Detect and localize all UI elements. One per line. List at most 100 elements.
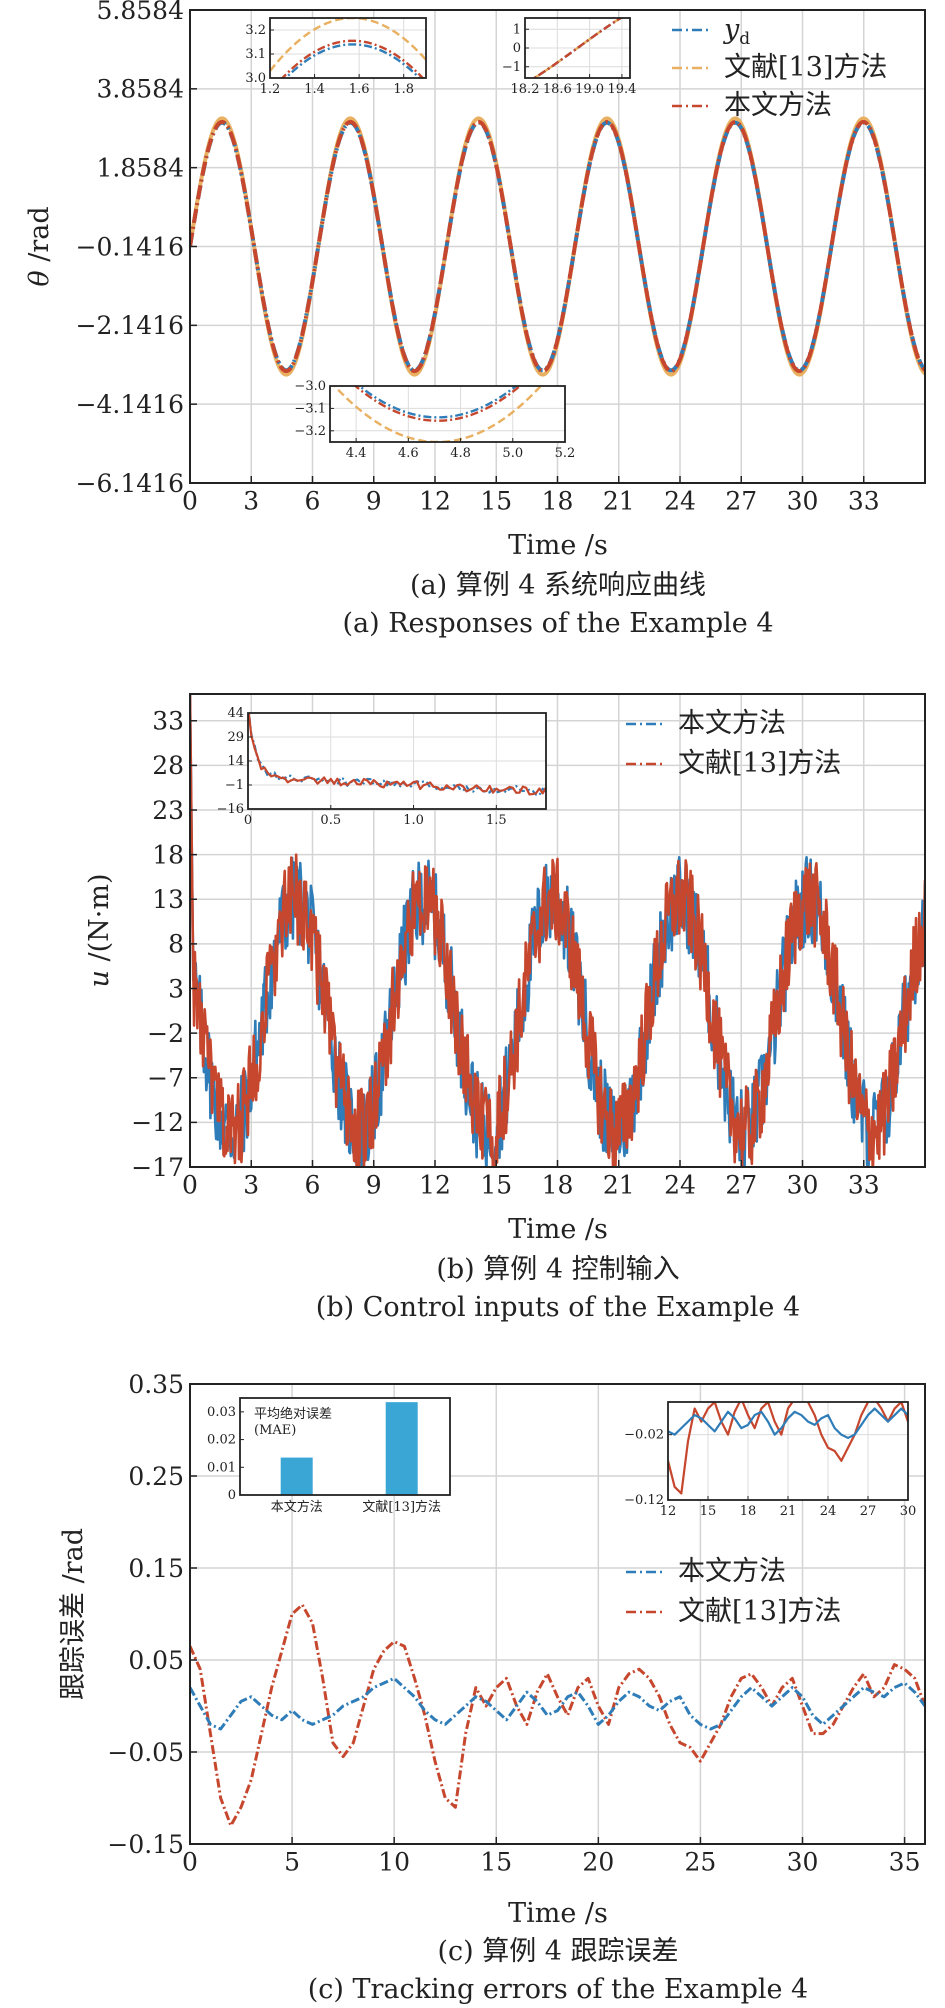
panel-a-ytick-label: −0.1416 bbox=[76, 232, 184, 261]
panel-c-line-inset-xtick-label: 24 bbox=[820, 1504, 837, 1519]
panel-c-bar-ytick-label: 0 bbox=[228, 1488, 236, 1503]
panel-a-inset-2-frame bbox=[329, 385, 566, 443]
panel-a-legend-label: 本文方法 bbox=[724, 90, 832, 121]
panel-b-inset-xtick-label: 0 bbox=[244, 813, 252, 828]
panel-a-inset-2-xtick-label: 5.0 bbox=[502, 446, 523, 461]
panel-c-bar-inset-frame bbox=[239, 1397, 451, 1496]
panel-c-line-inset-xtick-label: 21 bbox=[780, 1504, 797, 1519]
panel-b-inset-ytick-label: 29 bbox=[227, 730, 244, 745]
panel-c-line-inset-ytick-label: −0.02 bbox=[624, 1428, 664, 1443]
panel-c-ytick-label: 0.15 bbox=[128, 1554, 184, 1583]
panel-b-axes: 0 3 6 9 12 15 18 21 24 27 30 33 33 28 23 18 13 8 3 −2 −7 −12 −… bbox=[84, 693, 926, 1323]
panel-b-ytick-label: −17 bbox=[131, 1153, 184, 1182]
panel-a-xtick-label: 3 bbox=[243, 486, 259, 515]
panel-a-inset-2-series-2 bbox=[353, 386, 522, 422]
panel-a-inset-2-ytick-label: −3.2 bbox=[294, 424, 326, 439]
panel-a-ytick-label: 1.8584 bbox=[97, 153, 184, 182]
panel-a-inset-1-series-1 bbox=[532, 18, 623, 78]
panel-c-line-inset-xtick-label: 12 bbox=[660, 1504, 677, 1519]
panel-b-caption-zh: (b) 算例 4 控制输入 bbox=[436, 1254, 679, 1285]
panel-b-xlabel: Time /s bbox=[508, 1214, 608, 1245]
panel-b-xtick-label: 18 bbox=[542, 1170, 574, 1199]
panel-a-xtick-label: 21 bbox=[603, 486, 635, 515]
panel-b-xtick-label: 27 bbox=[725, 1170, 757, 1199]
panel-c-series-0 bbox=[190, 1676, 925, 1731]
panel-b-inset-ytick-label: 44 bbox=[227, 706, 244, 721]
panel-c-legend-label: 本文方法 bbox=[678, 1556, 786, 1587]
panel-b-xtick-label: 30 bbox=[787, 1170, 819, 1199]
panel-b-inset-ytick-label: 14 bbox=[227, 754, 244, 769]
panel-b-inset-xtick-label: 0.5 bbox=[320, 813, 341, 828]
panel-a-inset-1-ytick-label: 0 bbox=[513, 41, 521, 56]
panel-a-inset-0-xtick-label: 1.6 bbox=[349, 82, 370, 97]
panel-a-inset-2-xtick-label: 5.2 bbox=[555, 446, 576, 461]
panel-b-xtick-label: 9 bbox=[366, 1170, 382, 1199]
panel-a-inset-0: 1.2 1.4 1.6 1.8 3.2 3.1 3.0 bbox=[245, 17, 427, 97]
panel-a-inset-0-xtick-label: 1.4 bbox=[304, 82, 325, 97]
panel-b-inset-ytick-label: −16 bbox=[217, 802, 244, 817]
panel-c-bar-subtitle: (MAE) bbox=[254, 1423, 296, 1438]
panel-c-bar-ytick-label: 0.03 bbox=[207, 1405, 236, 1420]
panel-c-line-inset-series-0 bbox=[668, 1407, 908, 1440]
panel-a-xtick-label: 0 bbox=[182, 486, 198, 515]
panel-a-inset-1-series-2 bbox=[532, 18, 623, 78]
panel-a-xlabel: Time /s bbox=[508, 530, 608, 561]
panel-a-inset-1-xtick-label: 18.2 bbox=[511, 82, 540, 97]
panel-b-inset: 0 0.5 1.0 1.5 44 29 14 −1 −16 bbox=[217, 706, 547, 828]
panel-c-line-inset-xtick-label: 18 bbox=[740, 1504, 757, 1519]
panel-c-ytick-label: 0.05 bbox=[128, 1646, 184, 1675]
panel-b-legend-label: 文献[13]方法 bbox=[678, 748, 841, 779]
panel-c-ytick-label: 0.25 bbox=[128, 1462, 184, 1491]
panel-a-ytick-label: 3.8584 bbox=[97, 75, 184, 104]
panel-b-ytick-label: 18 bbox=[152, 840, 184, 869]
panel-a-ytick-label: −6.1416 bbox=[76, 469, 184, 498]
panel-b-inset-ytick-label: −1 bbox=[225, 778, 244, 793]
panel-a-series-2 bbox=[190, 119, 925, 374]
panel-a-xtick-label: 27 bbox=[725, 486, 757, 515]
panel-c-xtick-label: 25 bbox=[685, 1847, 717, 1876]
panel-a-axes: 0 3 6 9 12 15 18 21 24 27 30 33 5.8584 3.8584 1.8584 −0… bbox=[24, 0, 926, 639]
panel-a-inset-2-xtick-label: 4.4 bbox=[346, 446, 367, 461]
panel-c-bar-title: 平均绝对误差 bbox=[254, 1406, 332, 1422]
panel-b-legend-label: 本文方法 bbox=[678, 708, 786, 739]
panel-c-line-inset-xtick-label: 30 bbox=[900, 1504, 917, 1519]
panel-b-ytick-label: 33 bbox=[152, 707, 184, 736]
panel-b-caption-en: (b) Control inputs of the Example 4 bbox=[316, 1292, 800, 1323]
panel-c-xlabel: Time /s bbox=[508, 1898, 608, 1929]
panel-c-bar-category: 文献[13]方法 bbox=[362, 1499, 441, 1515]
panel-c-ytick-label: −0.05 bbox=[107, 1738, 184, 1767]
panel-b-inset-xtick-label: 1.0 bbox=[403, 813, 424, 828]
panel-c-caption-en: (c) Tracking errors of the Example 4 bbox=[308, 1974, 808, 2005]
panel-c-frame bbox=[189, 1383, 926, 1845]
panel-a-inset-0-ytick-label: 3.1 bbox=[245, 47, 266, 62]
panel-a-ytick-label: −2.1416 bbox=[76, 311, 184, 340]
panel-b-ytick-label: 23 bbox=[152, 796, 184, 825]
panel-c-xtick-label: 35 bbox=[889, 1847, 921, 1876]
panel-a-inset-0-xtick-label: 1.2 bbox=[260, 82, 281, 97]
panel-a-inset-1-xtick-label: 19.4 bbox=[607, 82, 636, 97]
panel-c-line-inset-xtick-label: 27 bbox=[860, 1504, 877, 1519]
panel-a-inset-1-ytick-label: 1 bbox=[513, 22, 521, 37]
panel-a-inset-0-xtick-label: 1.8 bbox=[393, 82, 414, 97]
panel-c-axes: 0 5 10 15 20 25 30 35 0.35 0.25 0.15 0.05 −0.05 −0.15… bbox=[58, 1370, 926, 2005]
panel-c-xtick-label: 20 bbox=[582, 1847, 614, 1876]
panel-c-bar-category: 本文方法 bbox=[271, 1499, 323, 1515]
panel-c-bar-ytick-label: 0.02 bbox=[207, 1433, 236, 1448]
panel-b-series-1 bbox=[190, 694, 925, 1167]
panel-b-ytick-label: −7 bbox=[147, 1064, 184, 1093]
panel-c-ytick-label: −0.15 bbox=[107, 1830, 184, 1859]
panel-b-xtick-label: 3 bbox=[243, 1170, 259, 1199]
panel-b-xtick-label: 33 bbox=[848, 1170, 880, 1199]
panel-a-xtick-label: 18 bbox=[542, 486, 574, 515]
panel-a-inset-0-ytick-label: 3.2 bbox=[245, 23, 266, 38]
panel-b-ytick-label: 28 bbox=[152, 751, 184, 780]
panel-a-inset-2-xtick-label: 4.8 bbox=[450, 446, 471, 461]
panel-c-xtick-label: 15 bbox=[480, 1847, 512, 1876]
panel-a-inset-0-frame bbox=[269, 17, 427, 79]
panel-c-bar-inset: 本文方法 文献[13]方法 0.03 0.02 0.01 0 平均绝对误差(MAE) bbox=[207, 1397, 451, 1515]
panel-a-inset-0-ytick-label: 3.0 bbox=[245, 71, 266, 86]
panel-a-inset-2-ytick-label: −3.0 bbox=[294, 379, 326, 394]
panel-b-xtick-label: 15 bbox=[480, 1170, 512, 1199]
